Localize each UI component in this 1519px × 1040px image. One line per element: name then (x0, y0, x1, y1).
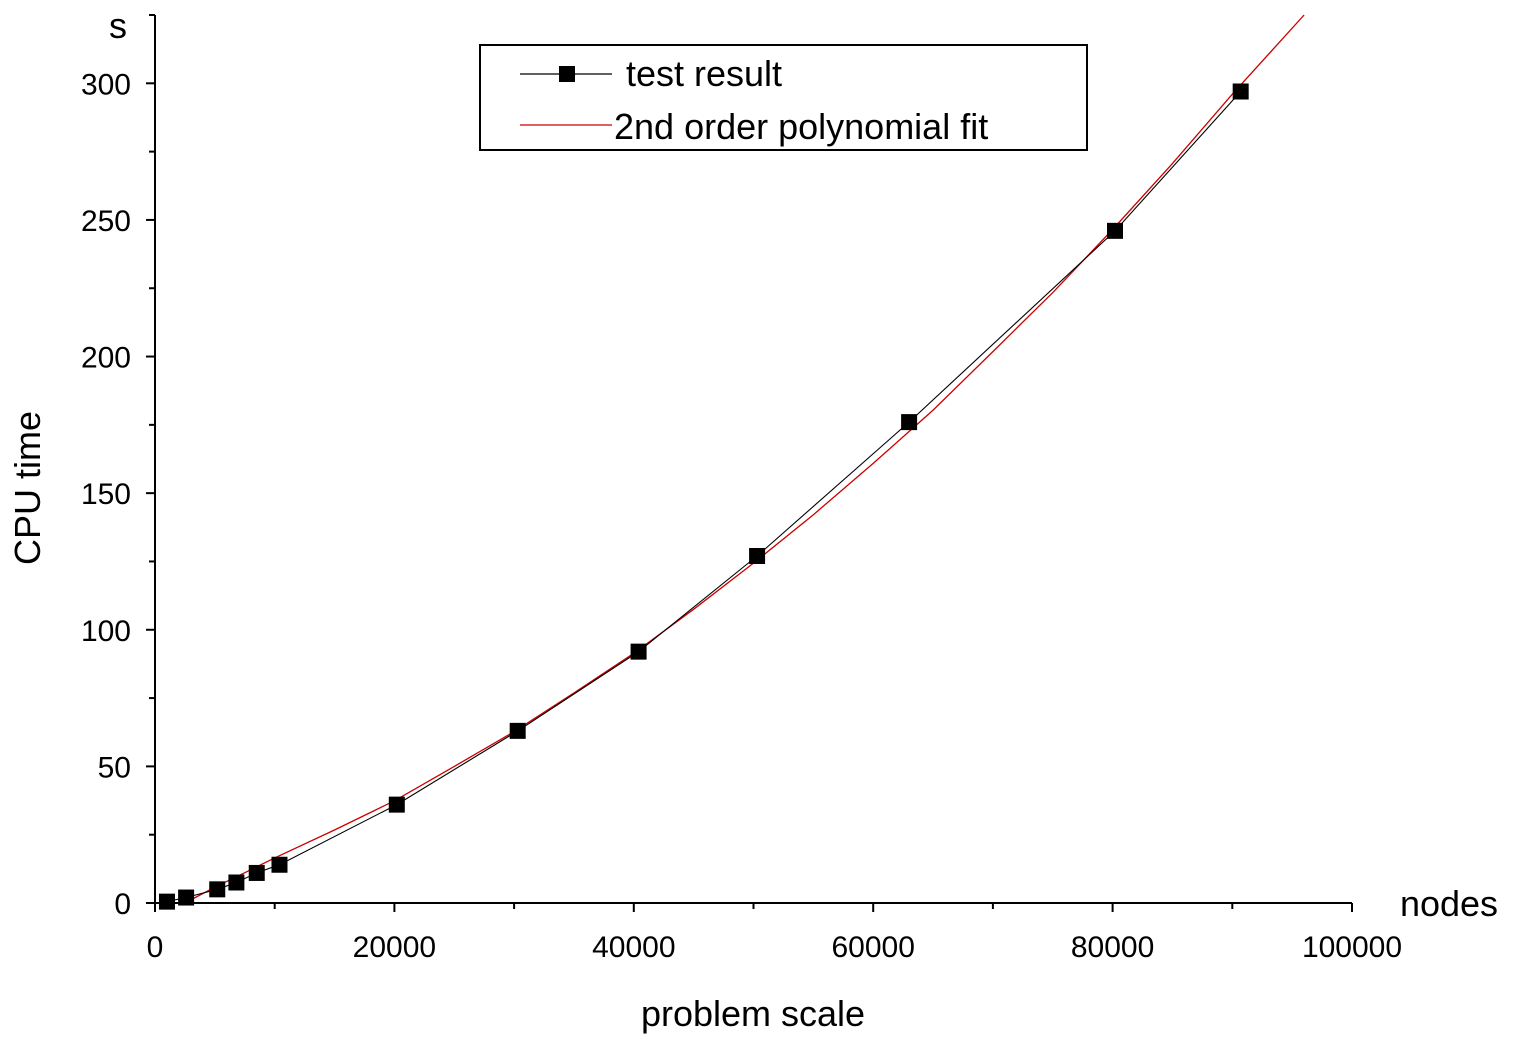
legend: test result 2nd order polynomial fit (479, 44, 1088, 151)
legend-label-test-result: test result (626, 53, 782, 94)
data-point (509, 722, 526, 739)
data-point (1106, 222, 1123, 239)
y-tick-label: 150 (81, 478, 131, 511)
series-line-test-result (166, 91, 1242, 903)
data-point (248, 864, 265, 881)
data-point (388, 796, 405, 813)
x-tick-label: 100000 (1302, 931, 1402, 964)
legend-label-fit: 2nd order polynomial fit (614, 106, 988, 147)
x-axis-title: problem scale (641, 993, 865, 1034)
y-tick-label: 50 (98, 751, 131, 784)
y-tick-label: 200 (81, 342, 131, 375)
data-point (1232, 83, 1249, 100)
legend-box (479, 44, 1088, 151)
data-point (178, 889, 195, 906)
data-point (749, 547, 766, 564)
y-tick-label: 300 (81, 68, 131, 101)
x-tick-label: 40000 (592, 931, 675, 964)
y-axis-title: CPU time (7, 411, 48, 565)
data-point (158, 893, 175, 910)
x-tick-label: 20000 (353, 931, 436, 964)
y-axis-unit: s (109, 5, 127, 46)
data-point (630, 643, 647, 660)
axes: 0 20000 40000 60000 80000 100000 0 50 100 150 200 2… (81, 14, 1402, 964)
data-point (209, 881, 226, 898)
y-tick-label: 0 (114, 888, 131, 921)
y-tick-label: 100 (81, 615, 131, 648)
data-point (271, 856, 288, 873)
legend-marker-test-result (559, 66, 575, 82)
x-tick-label: 80000 (1071, 931, 1154, 964)
y-tick-label: 250 (81, 205, 131, 238)
series-line-fit (184, 14, 1305, 904)
data-point (901, 414, 918, 431)
x-tick-label: 0 (147, 931, 164, 964)
x-axis-unit: nodes (1400, 883, 1498, 924)
data-point (228, 874, 245, 891)
x-tick-label: 60000 (831, 931, 914, 964)
series-layer (158, 14, 1305, 910)
